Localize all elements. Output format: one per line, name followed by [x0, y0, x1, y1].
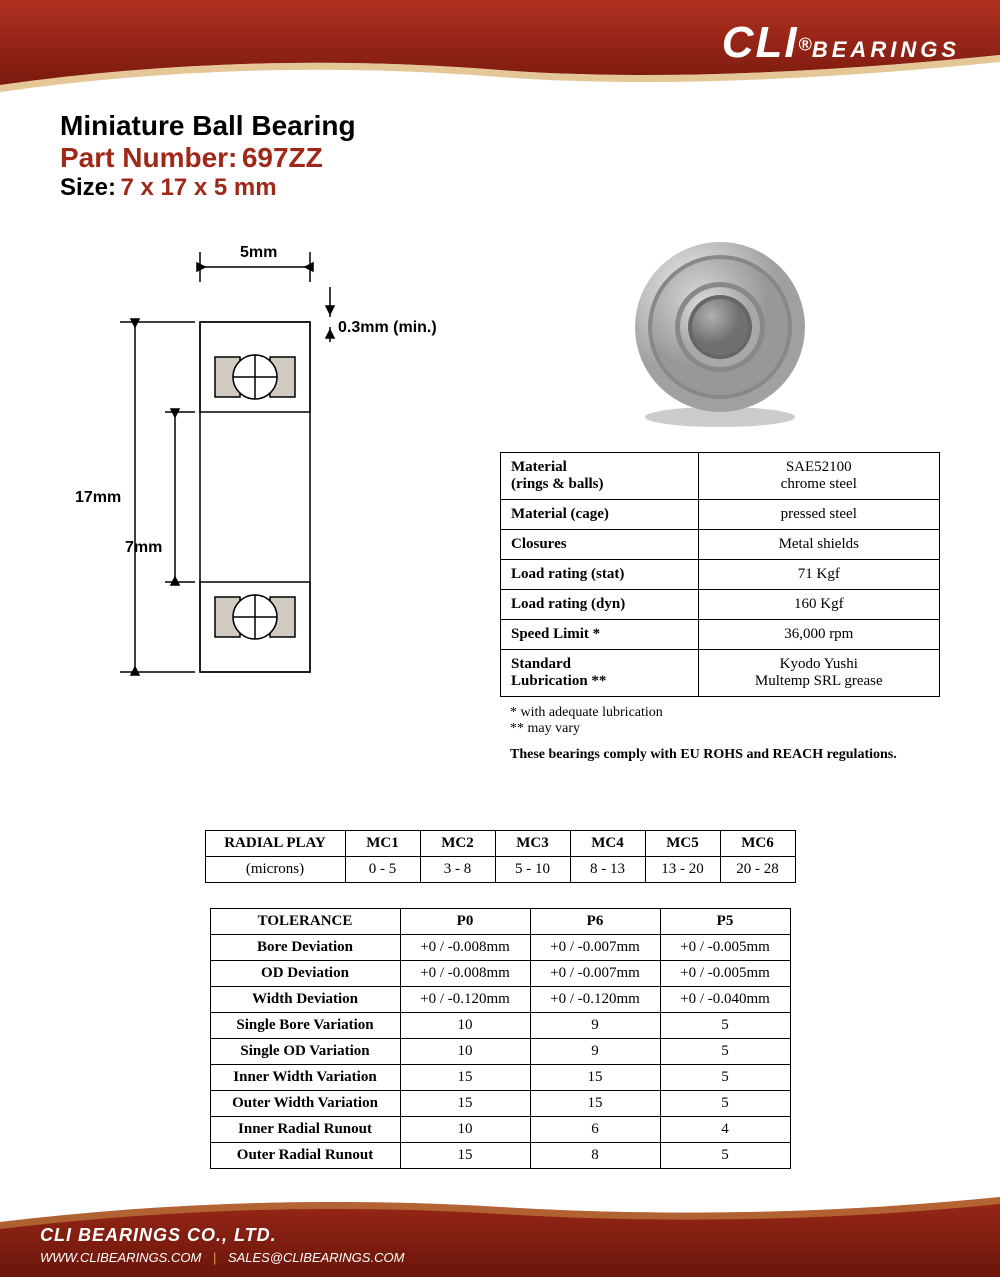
brand-reg: ®	[799, 35, 812, 55]
compliance-note: These bearings comply with EU ROHS and R…	[510, 747, 940, 763]
spec-row: ClosuresMetal shields	[501, 530, 940, 560]
dim-width: 5mm	[240, 244, 277, 261]
footer-url: WWW.CLIBEARINGS.COM	[40, 1250, 201, 1265]
spec-label: Load rating (stat)	[501, 560, 699, 590]
brand-logo: CLI®BEARINGS	[722, 18, 960, 68]
spec-label: Material (cage)	[501, 500, 699, 530]
spec-row: StandardLubrication **Kyodo YushiMultemp…	[501, 650, 940, 697]
spec-label: Load rating (dyn)	[501, 590, 699, 620]
spec-label: StandardLubrication **	[501, 650, 699, 697]
spec-value: 71 Kgf	[698, 560, 939, 590]
spec-value: 160 Kgf	[698, 590, 939, 620]
brand-name: CLI	[722, 18, 799, 67]
spec-row: Material (cage)pressed steel	[501, 500, 940, 530]
cross-section-diagram: 5mm 0.3mm (min.)	[60, 232, 460, 712]
footer-company: CLI BEARINGS CO., LTD.	[40, 1225, 404, 1246]
footer-contact: WWW.CLIBEARINGS.COM | SALES@CLIBEARINGS.…	[40, 1250, 404, 1265]
part-number-value: 697ZZ	[242, 142, 323, 173]
part-number-label: Part Number:	[60, 142, 237, 173]
dim-id: 7mm	[125, 539, 162, 556]
radial-play-table: RADIAL PLAYMC1MC2MC3MC4MC5MC6(microns)0 …	[205, 830, 796, 883]
spec-value: pressed steel	[698, 500, 939, 530]
spec-value: 36,000 rpm	[698, 620, 939, 650]
spec-label: Material(rings & balls)	[501, 453, 699, 500]
spec-row: Load rating (dyn)160 Kgf	[501, 590, 940, 620]
brand-suffix: BEARINGS	[812, 37, 960, 62]
tolerance-table-wrap: TOLERANCEP0P6P5Bore Deviation+0 / -0.008…	[0, 908, 1000, 1169]
spec-row: Load rating (stat)71 Kgf	[501, 560, 940, 590]
product-title: Miniature Ball Bearing	[60, 110, 940, 142]
title-block: Miniature Ball Bearing Part Number: 697Z…	[60, 110, 940, 202]
spec-table: Material(rings & balls)SAE52100chrome st…	[500, 452, 940, 697]
content-area: Miniature Ball Bearing Part Number: 697Z…	[60, 110, 940, 763]
spec-column: Material(rings & balls)SAE52100chrome st…	[500, 232, 940, 763]
footer-email: SALES@CLIBEARINGS.COM	[228, 1250, 404, 1265]
footer-separator: |	[213, 1250, 216, 1265]
spec-value: Metal shields	[698, 530, 939, 560]
radial-play-table-wrap: RADIAL PLAYMC1MC2MC3MC4MC5MC6(microns)0 …	[0, 830, 1000, 883]
spec-value: Kyodo YushiMultemp SRL grease	[698, 650, 939, 697]
size-label: Size:	[60, 174, 116, 201]
top-row: 5mm 0.3mm (min.)	[60, 232, 940, 763]
spec-label: Closures	[501, 530, 699, 560]
note-lubrication: * with adequate lubrication	[510, 705, 940, 721]
size-value: 7 x 17 x 5 mm	[120, 174, 276, 201]
datasheet-page: CLI®BEARINGS Miniature Ball Bearing Part…	[0, 0, 1000, 1277]
note-vary: ** may vary	[510, 721, 940, 737]
footer-text: CLI BEARINGS CO., LTD. WWW.CLIBEARINGS.C…	[40, 1225, 404, 1265]
bearing-photo	[620, 232, 820, 432]
spec-row: Speed Limit *36,000 rpm	[501, 620, 940, 650]
tables-section: RADIAL PLAYMC1MC2MC3MC4MC5MC6(microns)0 …	[0, 830, 1000, 1169]
spec-value: SAE52100chrome steel	[698, 453, 939, 500]
dim-chamfer: 0.3mm (min.)	[338, 319, 437, 336]
spec-notes: * with adequate lubrication ** may vary …	[500, 705, 940, 763]
spec-label: Speed Limit *	[501, 620, 699, 650]
tolerance-table: TOLERANCEP0P6P5Bore Deviation+0 / -0.008…	[210, 908, 791, 1169]
spec-row: Material(rings & balls)SAE52100chrome st…	[501, 453, 940, 500]
dim-od: 17mm	[75, 489, 121, 506]
